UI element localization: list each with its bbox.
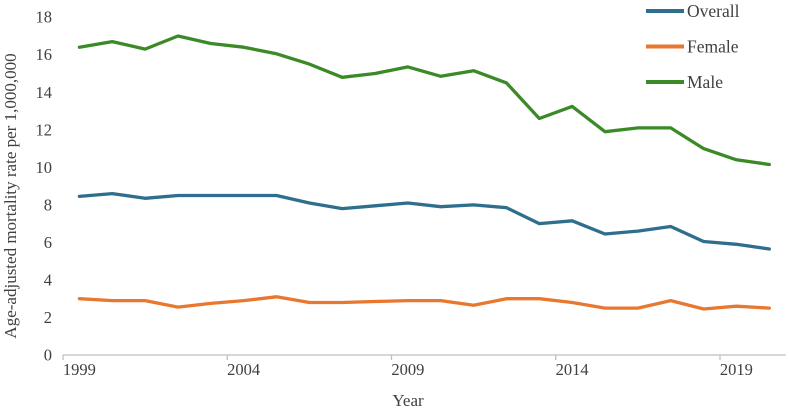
x-tick-label: 2019 xyxy=(720,360,753,379)
series-line-overall xyxy=(77,191,771,251)
y-tick-label: 12 xyxy=(36,120,53,139)
legend-label-male: Male xyxy=(687,72,723,92)
y-tick-label: 0 xyxy=(44,346,52,365)
legend-label-overall: Overall xyxy=(687,1,740,21)
series-line-female xyxy=(77,295,771,311)
x-axis-title: Year xyxy=(392,391,424,410)
y-tick-label: 14 xyxy=(36,83,53,102)
legend-label-female: Female xyxy=(687,37,739,57)
x-tick-label: 1999 xyxy=(63,360,96,379)
y-tick-label: 10 xyxy=(36,158,53,177)
x-tick-label: 2004 xyxy=(227,360,260,379)
y-tick-label: 6 xyxy=(44,233,52,252)
y-tick-label: 8 xyxy=(44,195,52,214)
y-axis-title: Age-adjusted mortality rate per 1,000,00… xyxy=(1,53,20,338)
series-line-male xyxy=(77,34,771,167)
y-tick-label: 4 xyxy=(44,270,52,289)
x-tick-label: 2014 xyxy=(556,360,589,379)
y-tick-label: 2 xyxy=(44,308,52,327)
y-tick-label: 16 xyxy=(36,45,53,64)
y-tick-label: 18 xyxy=(36,8,53,27)
x-tick-label: 2009 xyxy=(391,360,424,379)
